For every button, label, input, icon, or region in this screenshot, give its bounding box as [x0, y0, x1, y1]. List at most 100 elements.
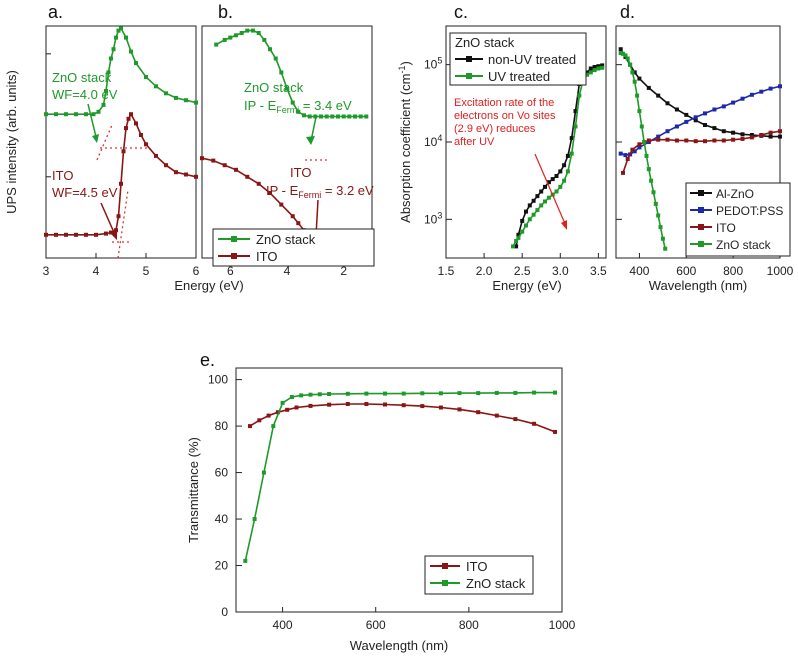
c-series-1-point	[565, 169, 570, 174]
c-series-0-point	[588, 66, 593, 71]
a-series-1-point	[64, 232, 68, 237]
d-series-2-point	[621, 170, 625, 175]
b-series-0-point	[336, 114, 340, 119]
c-series-0-point	[550, 177, 555, 182]
d-series-2-point	[625, 157, 630, 161]
ito-edge-fit	[117, 189, 129, 259]
d-legend-ito-marker	[698, 224, 704, 230]
d-series-2-point	[703, 139, 707, 144]
c-annot-arrow	[534, 153, 567, 227]
c-series-1-point	[554, 189, 559, 194]
a-series-0-point	[64, 112, 68, 117]
e-series-1-point	[476, 391, 481, 396]
d-series-0-point	[674, 107, 679, 112]
a-series-1-point	[114, 228, 118, 233]
d-series-2-point	[731, 137, 736, 142]
e-ylabel: Transmittance (%)	[186, 437, 201, 543]
panel-c-legend: ZnO stack non-UV treated UV treated	[449, 32, 587, 86]
c-series-1-point	[516, 235, 521, 240]
panel-b-series	[200, 28, 374, 240]
b-series-0-point	[302, 113, 306, 118]
a-series-0-point	[96, 109, 101, 114]
panel-d-series	[618, 47, 782, 251]
d-xlabel: Wavelength (nm)	[649, 278, 748, 293]
b-series-0-point	[330, 114, 335, 119]
a-xtick-label: 5	[143, 264, 150, 278]
a-series-1-point	[154, 153, 158, 158]
b-series-0-point	[262, 37, 267, 42]
e-ytick-label: 80	[215, 419, 229, 433]
e-series-1-point	[308, 392, 313, 397]
panel-b-frame	[201, 25, 373, 259]
d-series-2-point	[768, 130, 773, 135]
d-series-1-point	[749, 92, 754, 97]
c-series-0-point	[562, 163, 567, 168]
panel-label-b: b.	[218, 2, 233, 22]
c-legend-nonuv-label: non-UV treated	[488, 52, 576, 67]
d-series-0-point	[731, 130, 736, 135]
c-xtick-label: 3.5	[590, 264, 607, 278]
ab-xlabel: Energy (eV)	[174, 278, 243, 293]
d-series-3-point	[621, 51, 625, 56]
a-series-1-point	[104, 231, 108, 236]
d-series-3-point	[635, 93, 640, 98]
d-series-1-point	[693, 115, 698, 120]
d-series-2-point	[674, 138, 679, 143]
d-series-2-point	[712, 138, 717, 143]
panel-b-ito-label: ITO	[290, 165, 311, 180]
e-series-1-point	[457, 391, 462, 396]
a-series-0-point	[124, 35, 128, 40]
b-series-1-point	[279, 202, 284, 207]
panel-e-ticks: 400 600 800 1000 0 20 40 60 80 100	[208, 373, 576, 632]
d-series-1-point	[721, 104, 726, 109]
d-xtick-label: 1000	[767, 264, 794, 278]
a-series-0-point	[164, 91, 168, 96]
c-series-0-point	[543, 184, 547, 189]
d-series-3-point	[618, 51, 623, 56]
d-series-1-point	[712, 107, 717, 112]
e-series-1-point	[271, 424, 276, 429]
d-series-3-point	[651, 190, 656, 195]
panel-c-ticks: 1.5 2.0 2.5 3.0 3.5 103 104 105	[424, 56, 607, 278]
d-xtick-label: 600	[676, 264, 696, 278]
d-series-3-point	[628, 62, 633, 67]
c-series-1-point	[531, 212, 536, 217]
c-series-0-point	[554, 174, 559, 178]
a-series-0-point	[91, 112, 96, 117]
b-series-0-point	[353, 114, 357, 119]
e-ytick-label: 60	[215, 466, 229, 480]
b-series-1-point	[268, 191, 272, 195]
c-annot-line-4: after UV	[454, 136, 495, 148]
panel-e: Transmittance (%) 400 600 800 1000 0 20 40 60 80…	[186, 367, 576, 653]
b-zno-ip-sub: Fermi	[276, 105, 299, 115]
c-xtick-label: 3.0	[552, 264, 569, 278]
e-series-0-point	[364, 402, 369, 406]
b-series-0-point	[251, 28, 255, 33]
c-series-1-point	[585, 72, 589, 77]
b-xtick-label: 6	[227, 264, 234, 278]
b-series-1-point	[245, 174, 250, 179]
e-series-0-point	[266, 413, 271, 418]
d-legend-alzno-label: Al-ZnO	[716, 187, 754, 201]
e-series-1-point	[252, 517, 257, 521]
a-series-0-point	[106, 70, 111, 75]
a-series-1-point	[164, 163, 168, 168]
a-series-1-point	[129, 112, 133, 117]
d-series-3-point	[646, 167, 651, 172]
a-series-0-point	[111, 47, 116, 52]
e-series-1-point	[420, 391, 425, 396]
c-xlabel: Energy (eV)	[492, 278, 561, 293]
a-series-0-point	[184, 98, 188, 103]
c-series-1-point	[562, 178, 567, 183]
e-series-0-point	[513, 417, 518, 422]
e-series-1-point	[299, 393, 304, 398]
d-series-1-point	[632, 149, 637, 154]
c-series-1-point	[546, 195, 551, 200]
a-series-0-point	[104, 89, 108, 93]
panel-a-ito-label: ITO	[52, 168, 73, 183]
b-series-1-point	[296, 221, 301, 226]
c-xtick-label: 2.5	[514, 264, 531, 278]
e-series-0-point	[401, 403, 406, 408]
